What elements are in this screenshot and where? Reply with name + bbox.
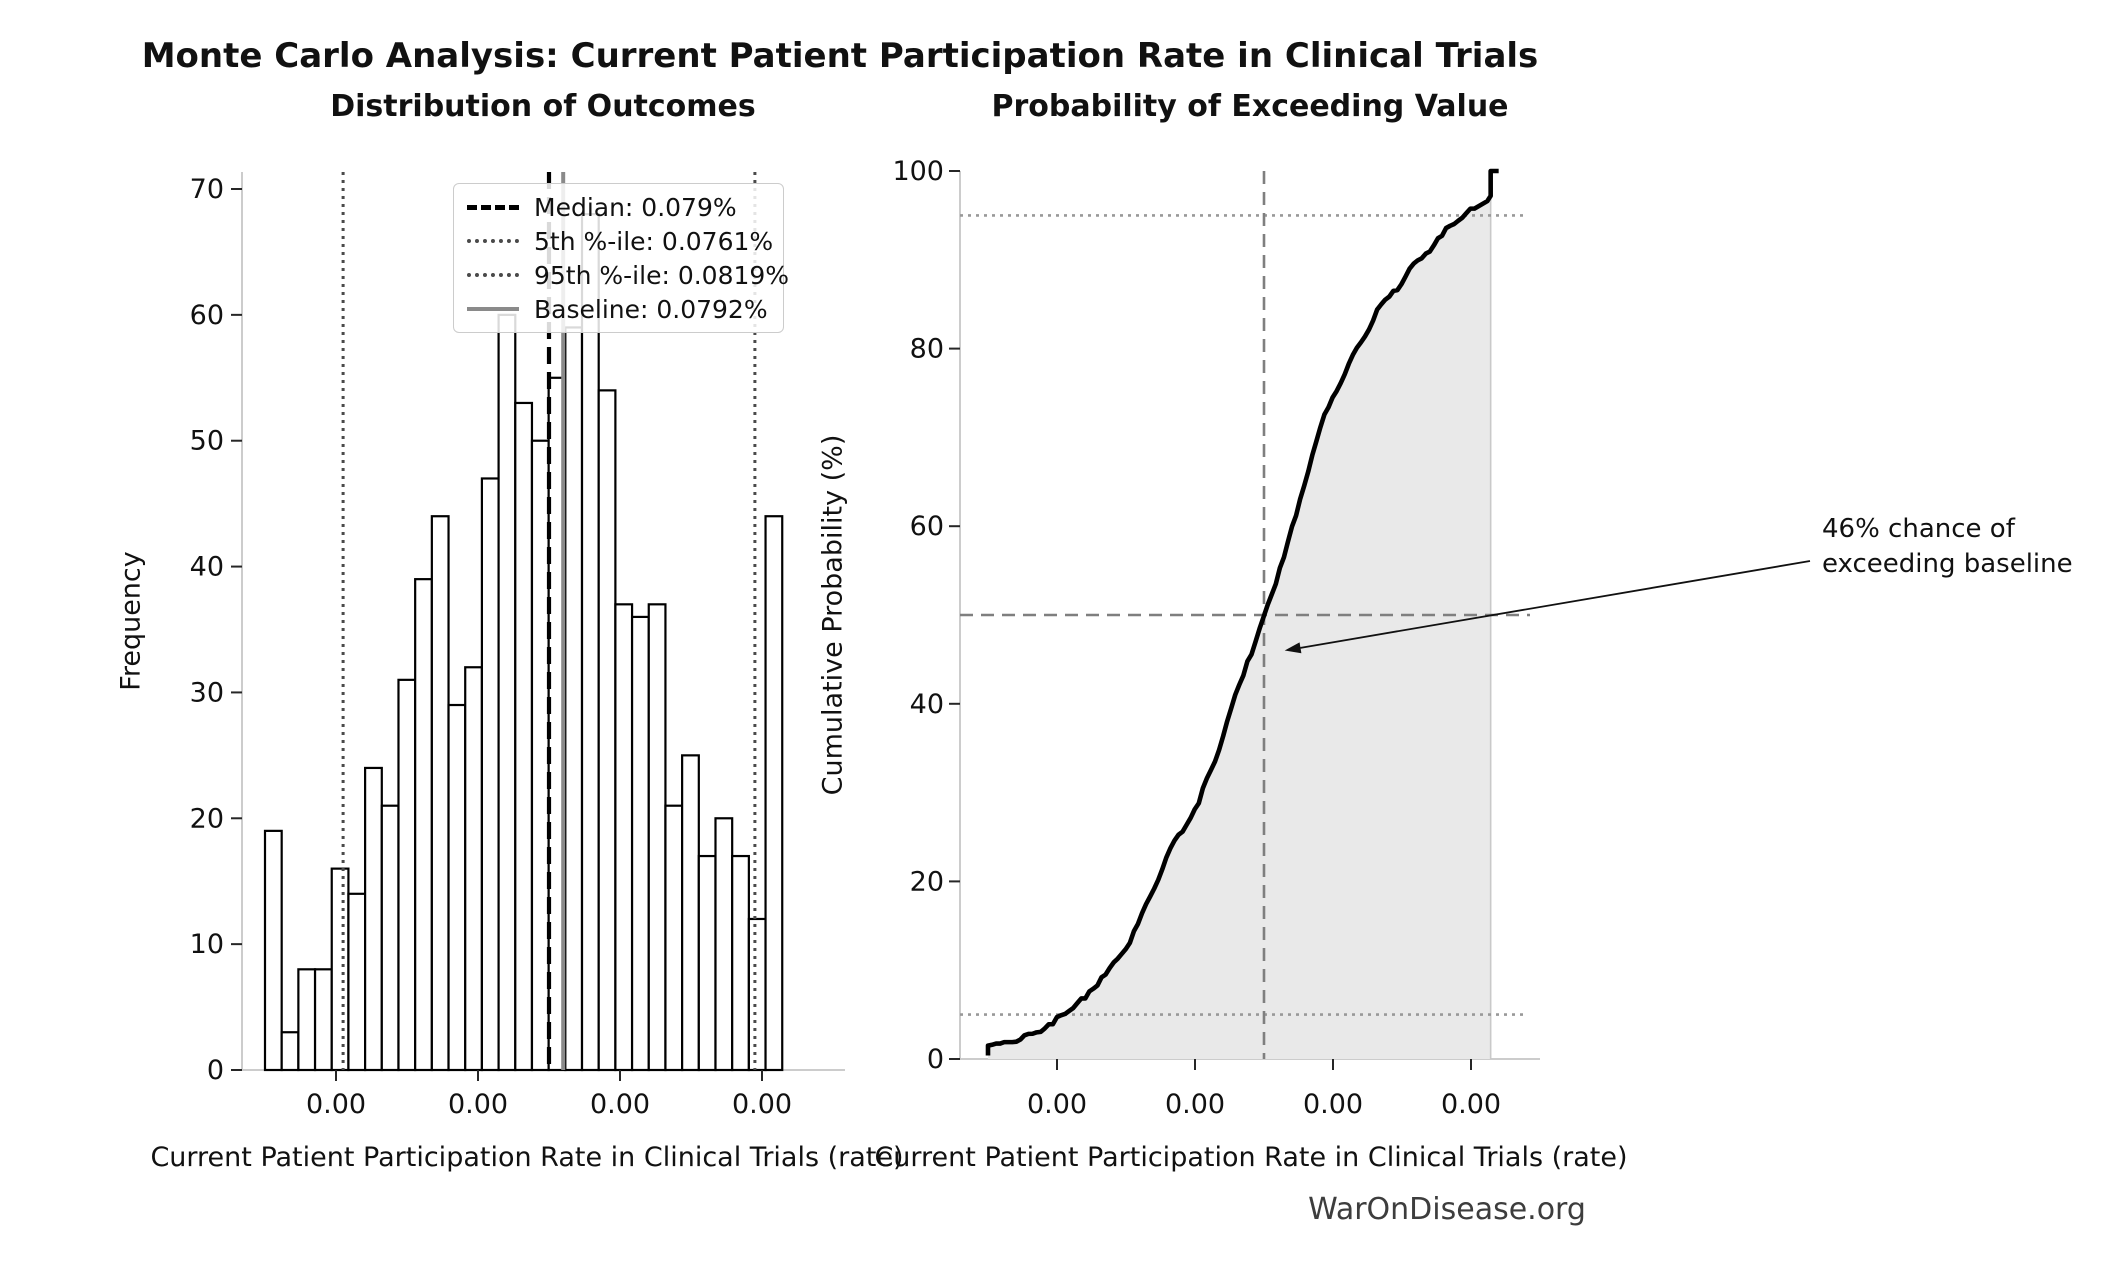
histogram-bar [430, 515, 450, 1072]
right-y-tick-label: 40 [910, 689, 944, 720]
histogram-bar [664, 804, 684, 1072]
histogram-bar [530, 439, 550, 1072]
histogram-bar [731, 854, 750, 1072]
right-y-tick-label: 0 [927, 1044, 944, 1075]
annotation-line-1: 46% chance of [1822, 514, 2015, 544]
histogram-bar [263, 829, 283, 1072]
left-x-tick-label: 0.00 [590, 1089, 650, 1120]
right-x-tick-label: 0.00 [1165, 1089, 1225, 1120]
histogram-bar [480, 477, 500, 1072]
left-y-tick-label: 70 [190, 174, 224, 205]
legend-label-p95: 95th %-ile: 0.0819% [534, 260, 790, 290]
histogram-bar [697, 854, 717, 1072]
histogram-bar [380, 804, 400, 1072]
right-x-tick-label: 0.00 [1027, 1089, 1087, 1120]
legend-item-baseline: Baseline: 0.0792% [467, 292, 783, 326]
left-x-tick-label: 0.00 [306, 1089, 366, 1120]
right-y-tick-label: 100 [892, 156, 944, 187]
p95-dotted-line-sample [467, 273, 519, 277]
histogram-bar [397, 678, 417, 1072]
histogram-bar [681, 754, 700, 1072]
right-plot-title: Probability of Exceeding Value [991, 89, 1509, 124]
watermark-text: WarOnDisease.org [1308, 1192, 1586, 1227]
left-y-tick-label: 40 [190, 552, 224, 583]
right-y-tick-label: 80 [910, 334, 944, 365]
left-y-tick-label: 50 [190, 426, 224, 457]
right-x-axis-label: Current Patient Participation Rate in Cl… [874, 1142, 1628, 1173]
legend-label-baseline: Baseline: 0.0792% [534, 294, 768, 324]
legend-label-p5: 5th %-ile: 0.0761% [534, 226, 774, 256]
median-dashed-line-sample [467, 204, 519, 210]
histogram-bar [497, 313, 517, 1072]
histogram-bar [280, 1031, 300, 1072]
cdf-curve [985, 168, 1499, 1056]
histogram-bar [330, 867, 350, 1072]
histogram-bar [464, 666, 484, 1072]
p5-dotted-line-sample [467, 239, 519, 243]
right-x-tick-label: 0.00 [1303, 1089, 1363, 1120]
left-plot-title: Distribution of Outcomes [330, 89, 756, 124]
histogram-bar [764, 515, 784, 1072]
figure-title: Monte Carlo Analysis: Current Patient Pa… [141, 36, 1539, 76]
legend-item-p95: 95th %-ile: 0.0819% [467, 258, 789, 292]
histogram-bar [597, 389, 617, 1072]
histogram-bar [364, 766, 383, 1072]
right-y-tick-label: 60 [910, 511, 944, 542]
left-y-tick-label: 10 [190, 929, 224, 960]
histogram-bar [714, 817, 734, 1072]
left-y-tick-label: 30 [190, 677, 224, 708]
histogram-bar [630, 615, 650, 1072]
left-y-axis-label: Frequency [115, 551, 147, 691]
right-y-tick-label: 20 [910, 866, 944, 897]
histogram-bar [297, 968, 317, 1072]
legend-label-median: Median: 0.079% [534, 192, 737, 222]
left-x-axis-label: Current Patient Participation Rate in Cl… [150, 1142, 904, 1173]
histogram-bar [580, 213, 600, 1072]
right-y-axis-label: Cumulative Probability (%) [817, 434, 849, 796]
histogram-bar [414, 578, 433, 1072]
annotation-arrow-line [1300, 560, 1811, 649]
exceed-baseline-annotation: 46% chance of exceeding baseline [1822, 512, 2073, 582]
left-y-tick-label: 60 [190, 300, 224, 331]
cdf-shaded-area [988, 171, 1491, 1059]
histogram-bar [647, 603, 667, 1072]
histogram-bar [514, 401, 534, 1072]
left-x-tick-label: 0.00 [732, 1089, 792, 1120]
annotation-arrow-head [1284, 642, 1302, 654]
legend-item-p5: 5th %-ile: 0.0761% [467, 224, 783, 258]
histogram-bar [313, 968, 333, 1072]
right-x-tick-label: 0.00 [1441, 1089, 1501, 1120]
annotation-line-2: exceeding baseline [1822, 549, 2073, 579]
baseline-solid-line-sample [467, 307, 519, 311]
left-y-tick-label: 0 [207, 1055, 224, 1086]
legend-item-median: Median: 0.079% [467, 190, 783, 224]
histogram-bar [747, 917, 767, 1072]
legend: Median: 0.079% 5th %-ile: 0.0761% 95th %… [453, 183, 789, 333]
histogram-bar [614, 603, 634, 1072]
histogram-bar [447, 703, 467, 1072]
histogram-bar [347, 892, 367, 1072]
histogram-bar [564, 326, 584, 1072]
left-x-tick-label: 0.00 [448, 1089, 508, 1120]
left-y-tick-label: 20 [190, 803, 224, 834]
